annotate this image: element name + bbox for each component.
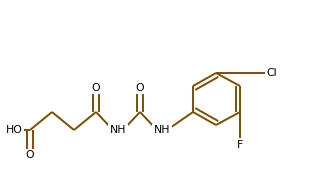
Text: Cl: Cl	[267, 68, 277, 78]
Text: O: O	[92, 83, 100, 93]
Text: O: O	[26, 150, 34, 160]
Text: HO: HO	[6, 125, 22, 135]
Text: NH: NH	[154, 125, 170, 135]
Text: O: O	[136, 83, 144, 93]
Text: F: F	[237, 140, 243, 150]
Text: NH: NH	[110, 125, 126, 135]
